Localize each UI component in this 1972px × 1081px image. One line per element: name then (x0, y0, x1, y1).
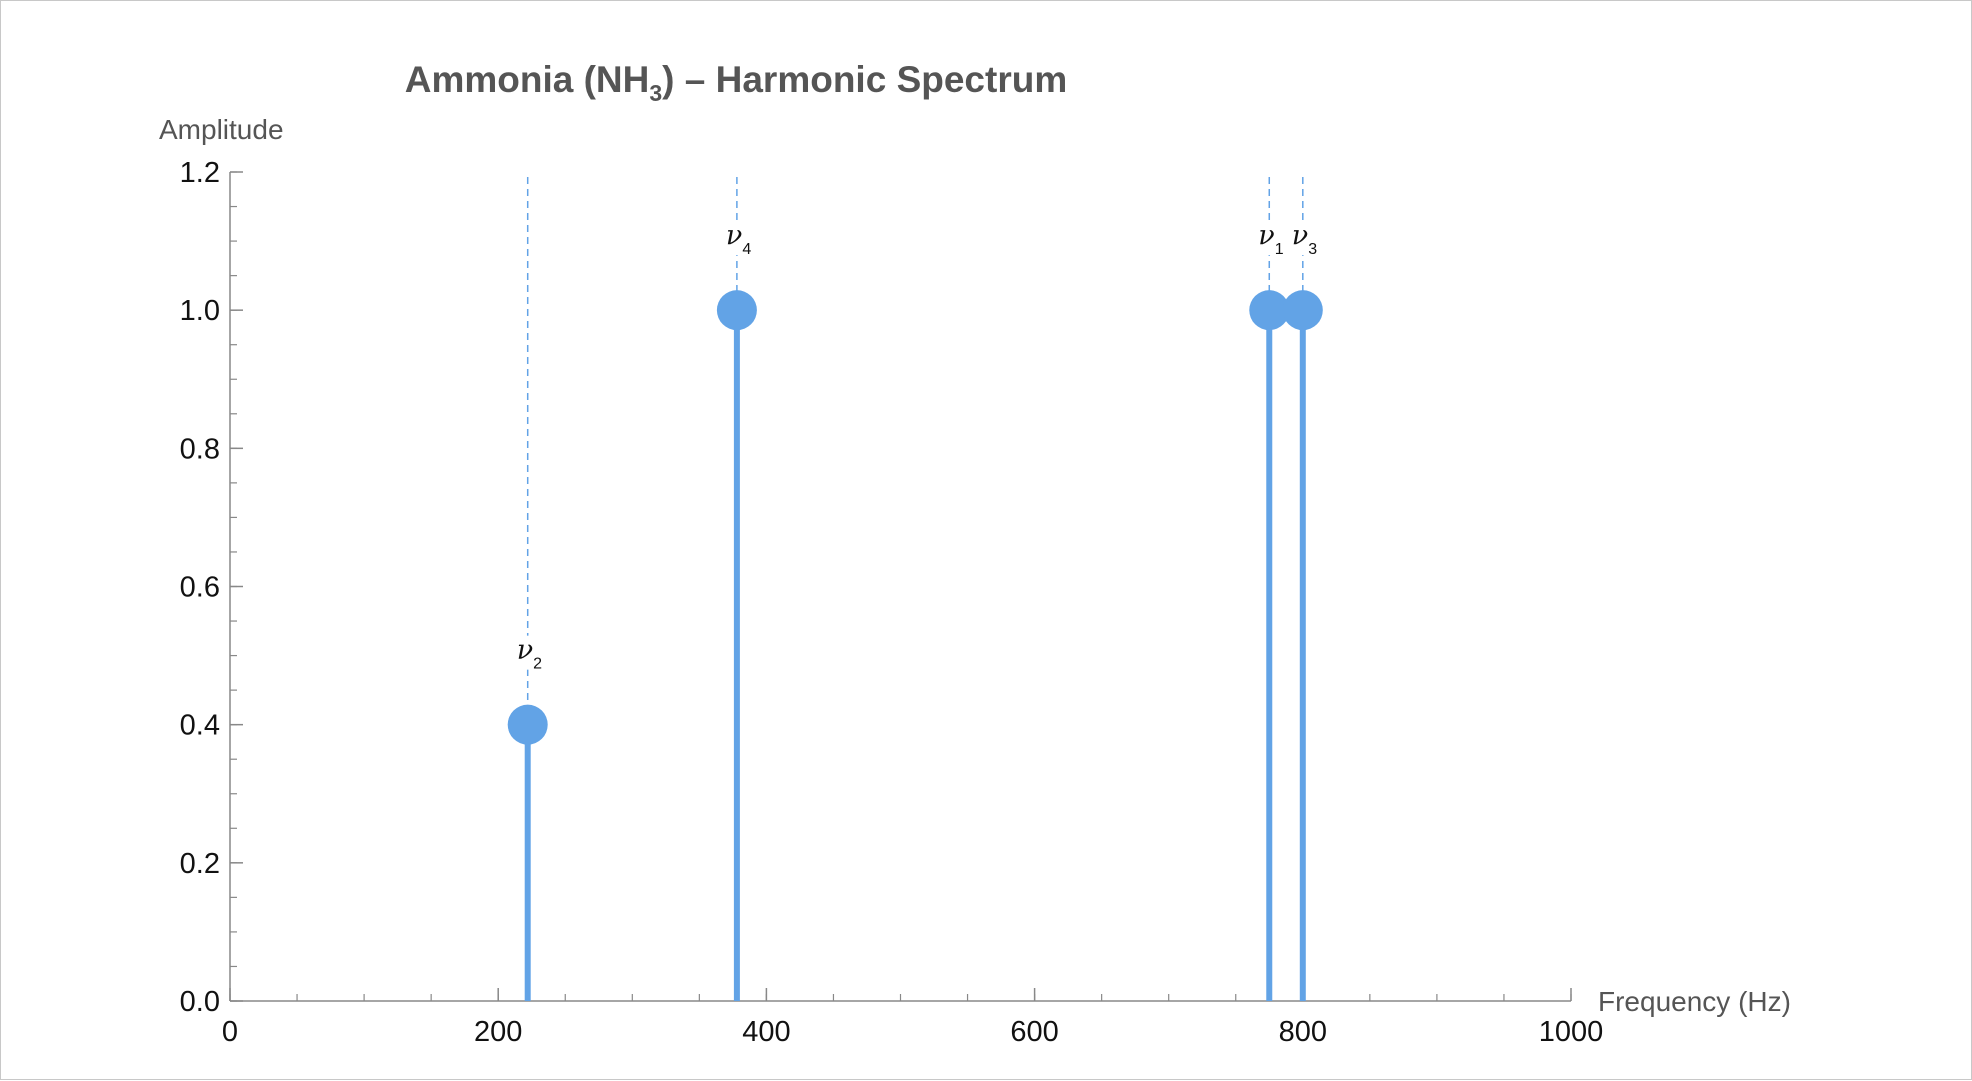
x-tick-label: 1000 (1539, 1016, 1604, 1048)
x-tick-label: 800 (1279, 1016, 1327, 1048)
peak-label-background (1288, 221, 1319, 256)
y-tick-label: 0.0 (180, 986, 220, 1018)
y-tick-label: 0.2 (180, 848, 220, 880)
chart-title: Ammonia (NH3) – Harmonic Spectrum (405, 59, 1067, 106)
x-tick-label: 400 (742, 1016, 790, 1048)
peak-label: ν3 (1292, 220, 1317, 258)
peak-marker (1282, 290, 1323, 331)
y-tick-label: 0.8 (180, 433, 220, 465)
peak-label-subscript: 2 (533, 656, 542, 673)
peak-label-subscript: 4 (742, 241, 751, 258)
x-tick-label: 600 (1010, 1016, 1058, 1048)
peak-label: ν1 (1258, 220, 1283, 258)
axes: 0 200 400 600 800 1000 0.0 0.2 0.4 0.6 0.8 1.0 1.2 (180, 157, 1604, 1048)
peak-marker (716, 290, 757, 331)
peak-label-symbol: ν (726, 220, 742, 251)
peak-label-symbol: ν (1292, 220, 1308, 251)
peak-label: ν2 (517, 635, 542, 673)
y-tick-label: 0.4 (180, 710, 220, 742)
peak-marker (507, 704, 548, 745)
chart-title-suffix: ) – Harmonic Spectrum (662, 59, 1067, 100)
chart-title-prefix: Ammonia (NH (405, 59, 650, 100)
peak-marker (1249, 290, 1290, 331)
y-tick-label: 1.0 (180, 295, 220, 327)
peak-label-background (722, 221, 753, 256)
peak-label-background (513, 635, 544, 670)
peak-label-symbol: ν (1258, 220, 1274, 251)
x-tick-label: 200 (474, 1016, 522, 1048)
chart-title-subscript: 3 (649, 80, 662, 106)
peak-label-subscript: 3 (1308, 241, 1317, 258)
y-tick-label: 0.6 (180, 572, 220, 604)
peak-label-symbol: ν (517, 635, 533, 666)
x-axis-label: Frequency (Hz) (1598, 986, 1791, 1017)
peak-label-background (1255, 221, 1286, 256)
peak-label-subscript: 1 (1275, 241, 1284, 258)
y-tick-label: 1.2 (180, 157, 220, 189)
x-tick-label: 0 (222, 1016, 238, 1048)
peak-label: ν4 (726, 220, 751, 258)
y-axis-label: Amplitude (159, 114, 284, 145)
